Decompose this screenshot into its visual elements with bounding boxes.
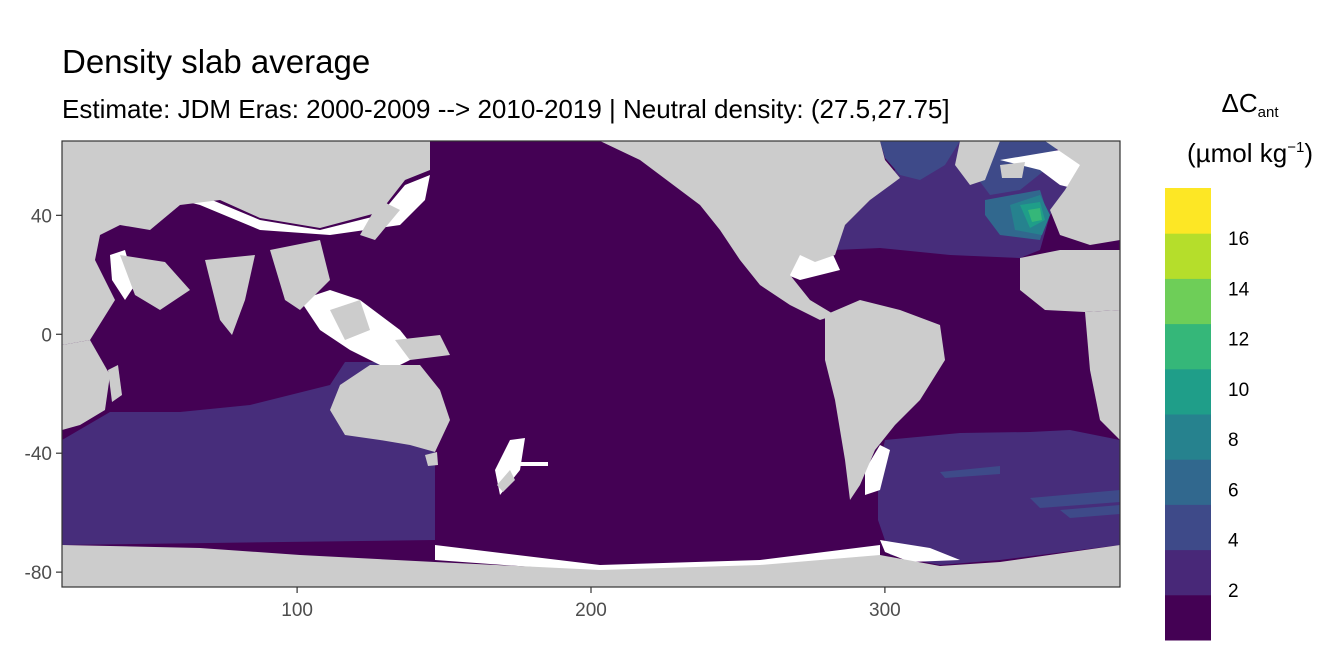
east-atlantic-max — [1028, 208, 1042, 222]
land-eurasia-africa — [62, 141, 430, 345]
land-new-guinea — [395, 335, 450, 360]
land-india — [205, 255, 255, 335]
colorbar-segment — [1165, 414, 1211, 460]
land-europe — [1045, 141, 1120, 245]
colorbar-label: 14 — [1228, 279, 1250, 300]
land-antarctica — [62, 545, 1120, 587]
labrador-sea — [880, 141, 960, 180]
colorbar-segment — [1165, 594, 1211, 641]
legend-unit-suffix: ) — [1304, 138, 1313, 168]
land-japan — [360, 200, 400, 240]
colorbar-segment — [1165, 188, 1211, 234]
x-tick-label: 100 — [281, 600, 313, 621]
atlantic-southern-band — [878, 430, 1120, 565]
land-new-zealand — [497, 470, 515, 492]
colorbar-segment — [1165, 233, 1211, 279]
nodata-red-sea — [110, 250, 135, 300]
y-tick-label: -40 — [25, 444, 52, 465]
land-africa-west — [1020, 250, 1120, 312]
legend-unit-sup: −1 — [1287, 139, 1305, 156]
nodata-nz-line — [510, 462, 548, 466]
land-greenland — [955, 141, 1000, 185]
x-tick-label: 300 — [869, 600, 901, 621]
land-borneo — [330, 300, 370, 340]
colorbar-segment — [1165, 323, 1211, 370]
colorbar-label: 4 — [1228, 531, 1239, 552]
atlantic-southern-streak-2 — [1060, 505, 1120, 518]
land-madagascar — [108, 365, 122, 402]
colorbar-label: 8 — [1228, 430, 1239, 451]
land-arabia — [120, 255, 190, 310]
land-north-america — [600, 141, 900, 320]
land-australia — [330, 365, 450, 452]
legend-title-symbol: ΔCant — [1160, 88, 1340, 121]
x-tick-label: 200 — [575, 600, 607, 621]
colorbar: 2 4 6 8 10 12 14 16 — [1165, 188, 1250, 641]
land-iceland — [1000, 162, 1025, 178]
atlantic-southern-streak-3 — [940, 466, 1000, 478]
legend-symbol: ΔC — [1221, 88, 1258, 118]
colorbar-segment — [1165, 368, 1211, 415]
legend-title-unit: (µmol kg−1) — [1160, 138, 1340, 169]
colorbar-segment — [1165, 549, 1211, 596]
legend-symbol-sub: ant — [1257, 104, 1279, 121]
land-tasmania — [425, 452, 438, 466]
y-tick-label: 40 — [31, 206, 52, 227]
land-africa-south — [62, 340, 110, 430]
colorbar-segment — [1165, 459, 1211, 505]
colorbar-label: 12 — [1228, 330, 1249, 351]
nodata-patagonia — [865, 445, 890, 495]
colorbar-label: 16 — [1228, 229, 1249, 250]
colorbar-label: 10 — [1228, 380, 1249, 401]
ocean-field — [62, 141, 1120, 587]
y-tick-label: 0 — [41, 325, 52, 346]
colorbar-segment — [1165, 504, 1211, 551]
legend-unit-prefix: (µmol kg — [1187, 138, 1288, 168]
land-africa-southwest — [1085, 310, 1120, 440]
chart-title: Density slab average — [62, 43, 371, 80]
land-south-america — [825, 300, 945, 500]
land-indochina — [270, 240, 330, 310]
colorbar-label: 6 — [1228, 480, 1239, 501]
y-tick-label: -80 — [25, 563, 52, 584]
colorbar-label: 2 — [1228, 581, 1239, 602]
nodata-weddell — [880, 540, 960, 562]
colorbar-segment — [1165, 278, 1211, 325]
chart-subtitle: Estimate: JDM Eras: 2000-2009 --> 2010-2… — [62, 94, 950, 124]
atlantic-southern-streak-1 — [1030, 490, 1120, 508]
land — [62, 141, 1120, 587]
